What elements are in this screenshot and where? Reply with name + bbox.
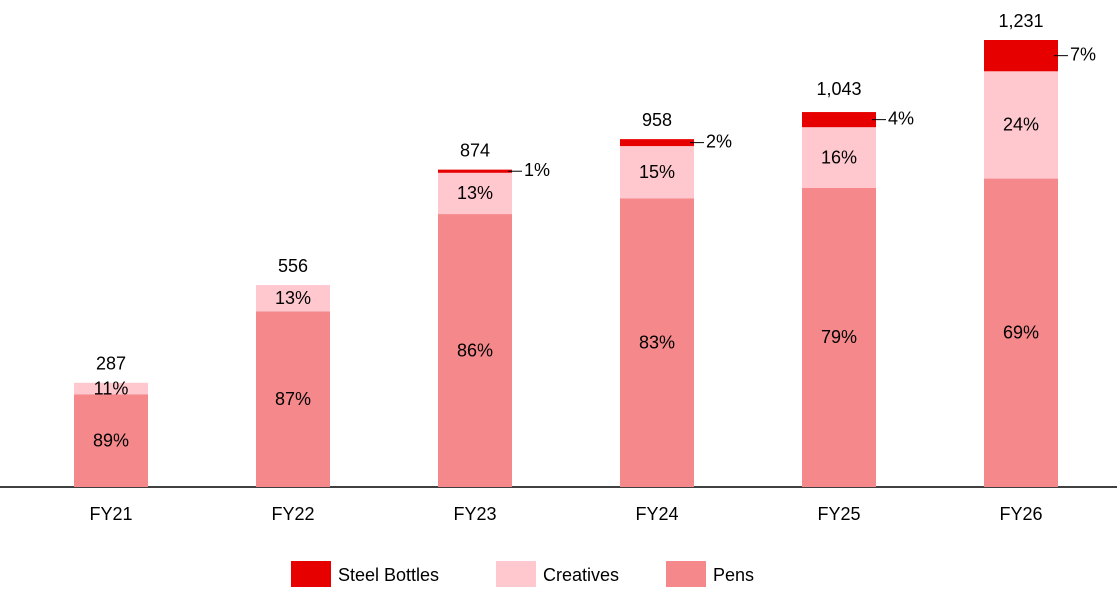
x-tick-label: FY21 [89, 504, 132, 524]
data-label: 24% [1003, 115, 1039, 135]
bar-segment [74, 382, 148, 395]
legend-label: Creatives [543, 565, 619, 585]
bar-segment [984, 71, 1058, 179]
data-label: 1% [524, 160, 550, 180]
data-label: 83% [639, 332, 675, 352]
bar-segment [620, 139, 694, 147]
bar-segment [620, 146, 694, 199]
data-label: 13% [275, 288, 311, 308]
data-label: 11% [94, 378, 129, 398]
bar-segment [802, 127, 876, 188]
legend-swatch [666, 561, 706, 587]
bar-segment [802, 112, 876, 128]
x-tick-label: FY22 [271, 504, 314, 524]
bar-segment [984, 178, 1058, 487]
x-tick-label: FY25 [817, 504, 860, 524]
total-label: 874 [460, 140, 490, 160]
x-tick-label: FY26 [999, 504, 1042, 524]
bar-segment [438, 172, 512, 215]
bar-segment [438, 169, 512, 173]
bar-segment [620, 198, 694, 487]
bar-segment [802, 187, 876, 488]
data-label: 86% [457, 340, 493, 360]
bar-segment [256, 311, 330, 487]
data-label: 69% [1003, 323, 1039, 343]
total-label: 1,043 [816, 79, 861, 99]
bar-segment [256, 285, 330, 312]
total-label: 958 [642, 110, 672, 130]
legend-swatch [496, 561, 536, 587]
bar-segment [984, 40, 1058, 72]
legend-label: Pens [713, 565, 754, 585]
data-label: 7% [1070, 44, 1096, 64]
data-label: 15% [639, 162, 675, 182]
data-label: 89% [93, 430, 129, 450]
bar-segment [74, 394, 148, 487]
total-label: 287 [96, 354, 126, 374]
total-label: 556 [278, 256, 308, 276]
legend-label: Steel Bottles [338, 565, 439, 585]
data-label: 87% [275, 389, 311, 409]
x-tick-label: FY23 [453, 504, 496, 524]
data-label: 13% [457, 183, 493, 203]
legend-swatch [291, 561, 331, 587]
x-tick-label: FY24 [635, 504, 678, 524]
bar-segment [438, 214, 512, 487]
data-label: 79% [821, 327, 857, 347]
data-label: 2% [706, 131, 732, 151]
data-label: 4% [888, 108, 914, 128]
data-label: 16% [821, 147, 857, 167]
total-label: 1,231 [998, 11, 1043, 31]
